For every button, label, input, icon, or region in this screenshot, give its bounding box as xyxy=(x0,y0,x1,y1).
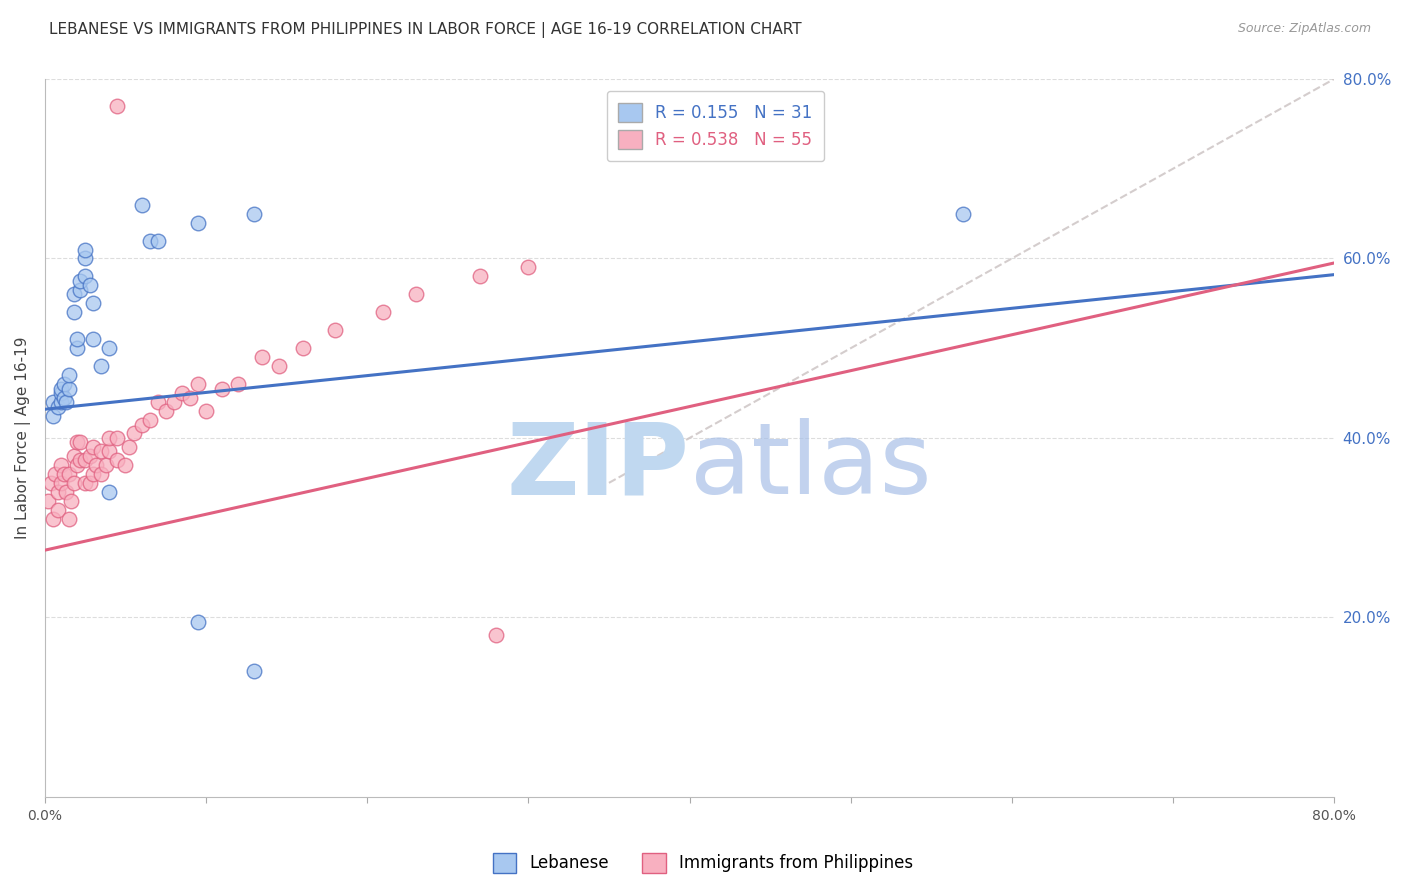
Point xyxy=(75,269,97,284)
Point xyxy=(122,426,145,441)
Point xyxy=(98,341,121,355)
Point xyxy=(243,665,266,679)
Point xyxy=(179,391,201,405)
Point xyxy=(131,197,153,211)
Point xyxy=(46,484,69,499)
Point xyxy=(163,395,186,409)
Point xyxy=(75,252,97,266)
Point xyxy=(107,431,129,445)
Point xyxy=(243,206,266,220)
Point xyxy=(485,628,508,642)
Point xyxy=(267,359,290,374)
Point xyxy=(42,409,65,423)
Point xyxy=(291,341,314,355)
Point xyxy=(82,296,104,310)
Point xyxy=(138,234,160,248)
Point xyxy=(138,413,160,427)
Point xyxy=(155,404,177,418)
Point xyxy=(55,484,77,499)
Point xyxy=(55,395,77,409)
Point xyxy=(53,377,76,392)
Point xyxy=(373,305,395,319)
Point xyxy=(187,216,209,230)
Point xyxy=(58,382,80,396)
Point xyxy=(63,305,86,319)
Point xyxy=(63,287,86,301)
Point xyxy=(131,417,153,432)
Point xyxy=(41,475,63,490)
Point xyxy=(75,453,97,467)
Point xyxy=(75,475,97,490)
Point xyxy=(90,359,112,374)
Point xyxy=(42,512,65,526)
Point xyxy=(82,467,104,481)
Point xyxy=(79,449,101,463)
Point xyxy=(82,440,104,454)
Point xyxy=(211,382,233,396)
Y-axis label: In Labor Force | Age 16-19: In Labor Force | Age 16-19 xyxy=(15,337,31,540)
Point xyxy=(170,386,193,401)
Point xyxy=(59,493,82,508)
Point xyxy=(53,391,76,405)
Point xyxy=(79,475,101,490)
Point xyxy=(98,444,121,458)
Point xyxy=(44,467,66,481)
Legend: R = 0.155   N = 31, R = 0.538   N = 55: R = 0.155 N = 31, R = 0.538 N = 55 xyxy=(606,91,824,161)
Point xyxy=(82,332,104,346)
Point xyxy=(195,404,218,418)
Point xyxy=(46,503,69,517)
Point xyxy=(66,332,89,346)
Point xyxy=(69,274,91,288)
Point xyxy=(468,269,491,284)
Point xyxy=(323,323,346,337)
Point xyxy=(69,283,91,297)
Point xyxy=(146,234,169,248)
Point xyxy=(58,512,80,526)
Point xyxy=(49,382,72,396)
Point xyxy=(98,484,121,499)
Point xyxy=(107,453,129,467)
Point xyxy=(63,475,86,490)
Point xyxy=(53,467,76,481)
Point xyxy=(517,260,540,275)
Point xyxy=(49,395,72,409)
Point xyxy=(90,467,112,481)
Text: Source: ZipAtlas.com: Source: ZipAtlas.com xyxy=(1237,22,1371,36)
Point xyxy=(42,395,65,409)
Point xyxy=(49,475,72,490)
Point xyxy=(118,440,141,454)
Point xyxy=(49,458,72,472)
Point xyxy=(37,493,59,508)
Point xyxy=(75,243,97,257)
Point xyxy=(98,431,121,445)
Point xyxy=(107,99,129,113)
Point xyxy=(252,350,274,364)
Point xyxy=(114,458,136,472)
Point xyxy=(63,449,86,463)
Point xyxy=(58,368,80,383)
Point xyxy=(86,458,108,472)
Point xyxy=(69,435,91,450)
Point xyxy=(46,400,69,414)
Point xyxy=(405,287,427,301)
Point xyxy=(187,615,209,629)
Point xyxy=(952,206,974,220)
Text: LEBANESE VS IMMIGRANTS FROM PHILIPPINES IN LABOR FORCE | AGE 16-19 CORRELATION C: LEBANESE VS IMMIGRANTS FROM PHILIPPINES … xyxy=(49,22,801,38)
Point xyxy=(58,467,80,481)
Text: atlas: atlas xyxy=(689,418,931,516)
Point xyxy=(66,458,89,472)
Point xyxy=(69,453,91,467)
Text: ZIP: ZIP xyxy=(506,418,689,516)
Point xyxy=(90,444,112,458)
Point xyxy=(94,458,117,472)
Point xyxy=(187,377,209,392)
Point xyxy=(226,377,249,392)
Point xyxy=(66,435,89,450)
Point xyxy=(49,386,72,401)
Point xyxy=(146,395,169,409)
Legend: Lebanese, Immigrants from Philippines: Lebanese, Immigrants from Philippines xyxy=(486,847,920,880)
Point xyxy=(79,278,101,293)
Point xyxy=(66,341,89,355)
